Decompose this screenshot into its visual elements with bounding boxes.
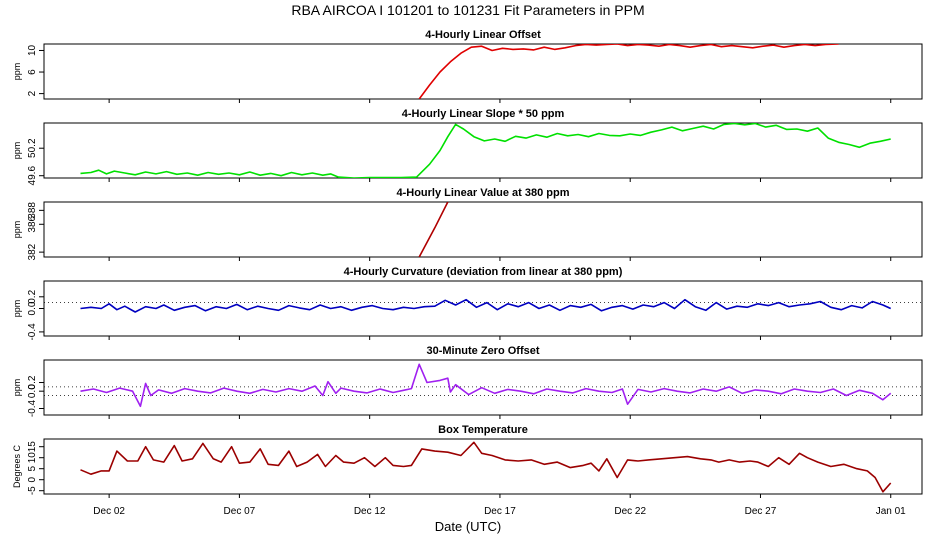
panel-offset: 4-Hourly Linear Offset ppm 2 6 10 [12, 29, 923, 103]
y-tick-label-value: 386 [27, 215, 38, 232]
x-tick-label: Dec 22 [614, 506, 646, 517]
y-tick-label-temperature: 15 [27, 441, 38, 453]
x-tick-label: Dec 12 [354, 506, 386, 517]
x-tick-label: Dec 27 [745, 506, 777, 517]
y-tick-label-offset: 2 [27, 90, 38, 96]
panel-value: 4-Hourly Linear Value at 380 ppm ppm 382 38… [12, 187, 923, 261]
figure-title: RBA AIRCOA I 101201 to 101231 Fit Parame… [291, 2, 644, 18]
panel-frame-temperature [43, 438, 923, 495]
y-tick-label-temperature: -5 [27, 486, 38, 495]
x-axis-label: Date (UTC) [435, 519, 501, 534]
panel-frame-zero [43, 359, 923, 416]
y-tick-label-curvature: 0.2 [27, 289, 38, 303]
series-line-curvature [80, 298, 892, 313]
y-tick-label-zero: -0.4 [27, 399, 38, 417]
y-tick-label-curvature: 0.0 [27, 301, 38, 315]
y-axis-label-curvature: ppm [12, 300, 22, 318]
series-line-zero [80, 363, 892, 408]
y-tick-label-slope: 50.2 [27, 138, 38, 158]
panel-title-offset: 4-Hourly Linear Offset [425, 29, 541, 41]
y-tick-label-curvature: -0.4 [27, 323, 38, 341]
y-axis-label-temperature: Degrees C [12, 444, 22, 488]
y-axis-label-offset: ppm [12, 63, 22, 81]
y-axis-label-slope: ppm [12, 142, 22, 160]
y-tick-label-zero: 0.2 [27, 375, 38, 389]
y-tick-label-temperature: 0 [27, 476, 38, 482]
y-axis-label-zero: ppm [12, 379, 22, 397]
series-line-value [418, 202, 449, 257]
panel-title-zero: 30-Minute Zero Offset [426, 345, 539, 357]
y-tick-label-temperature: 5 [27, 465, 38, 471]
x-tick-label: Dec 07 [224, 506, 256, 517]
panel-title-temperature: Box Temperature [438, 424, 528, 436]
y-tick-label-value: 388 [27, 202, 38, 219]
y-tick-label-temperature: 10 [27, 452, 38, 464]
x-tick-label: Dec 17 [484, 506, 516, 517]
panel-frame-offset [43, 43, 923, 100]
panel-slope: 4-Hourly Linear Slope * 50 ppm ppm 49.6 50.… [12, 108, 923, 186]
series-line-slope [80, 123, 891, 178]
panel-curvature: 4-Hourly Curvature (deviation from linea… [12, 266, 923, 341]
y-tick-label-offset: 6 [27, 69, 38, 75]
panel-zero: 30-Minute Zero Offset ppm -0.40.00.2 [12, 345, 923, 419]
y-tick-label-offset: 10 [27, 44, 38, 56]
series-line-temperature [80, 441, 892, 493]
x-tick-label: Jan 01 [876, 506, 906, 517]
series-line-offset [418, 44, 839, 99]
y-tick-label-value: 382 [27, 243, 38, 260]
x-tick-label: Dec 02 [93, 506, 125, 517]
panel-title-value: 4-Hourly Linear Value at 380 ppm [396, 187, 569, 199]
panel-title-curvature: 4-Hourly Curvature (deviation from linea… [344, 266, 623, 278]
panel-frame-value [43, 201, 923, 258]
panel-frame-slope [43, 122, 923, 179]
y-tick-label-slope: 49.6 [27, 166, 38, 186]
y-tick-label-zero: 0.0 [27, 384, 38, 398]
panel-title-slope: 4-Hourly Linear Slope * 50 ppm [402, 108, 565, 120]
y-axis-label-value: ppm [12, 221, 22, 239]
date-axis: Dec 02 Dec 07 Dec 12 Dec 17 Dec 22 Dec 27 Jan … [93, 506, 906, 517]
